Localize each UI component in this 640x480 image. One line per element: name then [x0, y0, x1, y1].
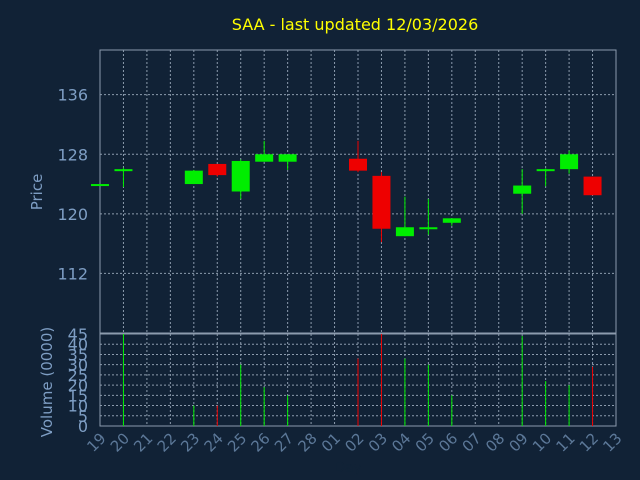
volume-y-tick-label: 0 — [78, 417, 88, 436]
candle-body-down — [208, 163, 227, 176]
volume-y-tick-label: 10 — [68, 397, 88, 416]
chart-title: SAA - last updated 12/03/2026 — [232, 15, 479, 34]
volume-y-tick-label: 15 — [68, 386, 88, 405]
price-y-tick-label: 120 — [57, 205, 88, 224]
candle-body-up — [91, 184, 109, 187]
volume-bars — [122, 334, 594, 426]
price-candles — [91, 140, 602, 243]
volume-y-tick-label: 25 — [68, 366, 88, 385]
price-axis-label: Price — [28, 174, 46, 211]
volume-y-tick-label: 5 — [78, 407, 88, 426]
candle-body-up — [442, 218, 461, 223]
candle-body-up — [184, 170, 203, 185]
candle-body-down — [349, 158, 367, 171]
volume-y-tick-label: 45 — [68, 325, 88, 344]
candle-body-up — [114, 169, 133, 172]
candle-body-up — [278, 154, 297, 162]
candle-body-up — [231, 160, 250, 192]
price-plot-frame — [99, 49, 617, 334]
candle-body-down — [372, 175, 391, 229]
price-y-tick-label: 112 — [57, 264, 88, 283]
candle-body-up — [395, 227, 414, 237]
price-y-tick-labels: 112 120 128 136 — [57, 86, 88, 284]
price-y-tick-label: 136 — [57, 86, 88, 105]
candle-body-down — [583, 176, 602, 196]
candle-body-up — [419, 227, 438, 230]
candle-body-up — [536, 169, 555, 172]
candle-body-up — [513, 185, 532, 194]
volume-axis-label: Volume (0000) — [38, 327, 56, 437]
price-y-tick-label: 128 — [57, 145, 88, 164]
volume-y-tick-label: 40 — [68, 335, 88, 354]
volume-y-tick-label: 20 — [68, 376, 88, 395]
volume-y-tick-label: 30 — [68, 356, 88, 375]
x-axis-label: Day — [334, 460, 362, 476]
x-tick-labels: 1920212223242526272801020304050607080910… — [83, 429, 625, 455]
candle-body-up — [255, 154, 274, 162]
volume-y-tick-label: 35 — [68, 345, 88, 364]
candle-body-up — [560, 154, 579, 170]
